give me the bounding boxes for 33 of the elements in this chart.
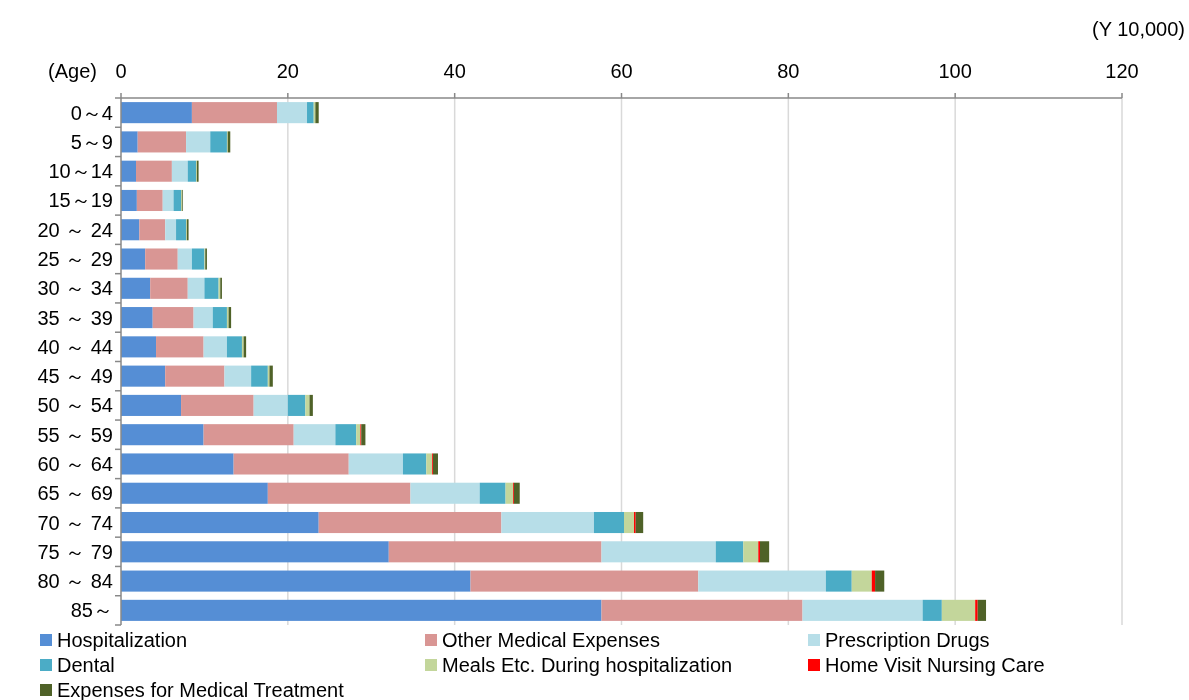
y-tick-label: 75 ～ 79	[37, 540, 113, 563]
y-tick-label: 45 ～ 49	[37, 365, 113, 388]
legend-label: Home Visit Nursing Care	[825, 654, 1045, 676]
y-tick-label: 80 ～ 84	[37, 570, 113, 593]
y-tick-label: 10～14	[48, 160, 113, 183]
y-tick-label: 65 ～ 69	[37, 482, 113, 505]
y-tick-label: 30 ～ 34	[37, 277, 113, 300]
legend-label: Meals Etc. During hospitalization	[442, 654, 733, 676]
y-tick-label: 55 ～ 59	[37, 423, 113, 446]
y-tick-label: 60 ～ 64	[37, 452, 113, 475]
legend-label: Prescription Drugs	[825, 629, 990, 651]
x-axis-title: (Y 10,000)	[1091, 18, 1185, 40]
y-tick-label: 70 ～ 74	[37, 511, 113, 534]
x-tick-label: 60	[610, 60, 633, 82]
y-tick-label: 25 ～ 29	[37, 248, 113, 271]
y-tick-label: 50 ～ 54	[37, 394, 113, 417]
x-tick-label: 0	[115, 60, 127, 82]
x-tick-label: 120	[1105, 60, 1139, 82]
y-tick-label: 5～9	[70, 130, 113, 153]
legend-label: Other Medical Expenses	[442, 629, 660, 651]
x-tick-label: 20	[276, 60, 299, 82]
y-tick-label: 85～	[70, 599, 113, 622]
y-tick-label: 35 ～ 39	[37, 306, 113, 329]
legend-label: Dental	[57, 654, 115, 676]
x-tick-label: 40	[443, 60, 466, 82]
legend-label: Hospitalization	[57, 629, 188, 651]
y-tick-label: 40 ～ 44	[37, 335, 113, 358]
x-tick-label: 100	[938, 60, 972, 82]
x-tick-label: 80	[777, 60, 800, 82]
y-tick-label: 20 ～ 24	[37, 218, 113, 241]
y-tick-label: 15～19	[48, 189, 113, 212]
y-tick-label: 0～4	[70, 101, 113, 124]
y-axis-title: (Age)	[48, 60, 97, 82]
